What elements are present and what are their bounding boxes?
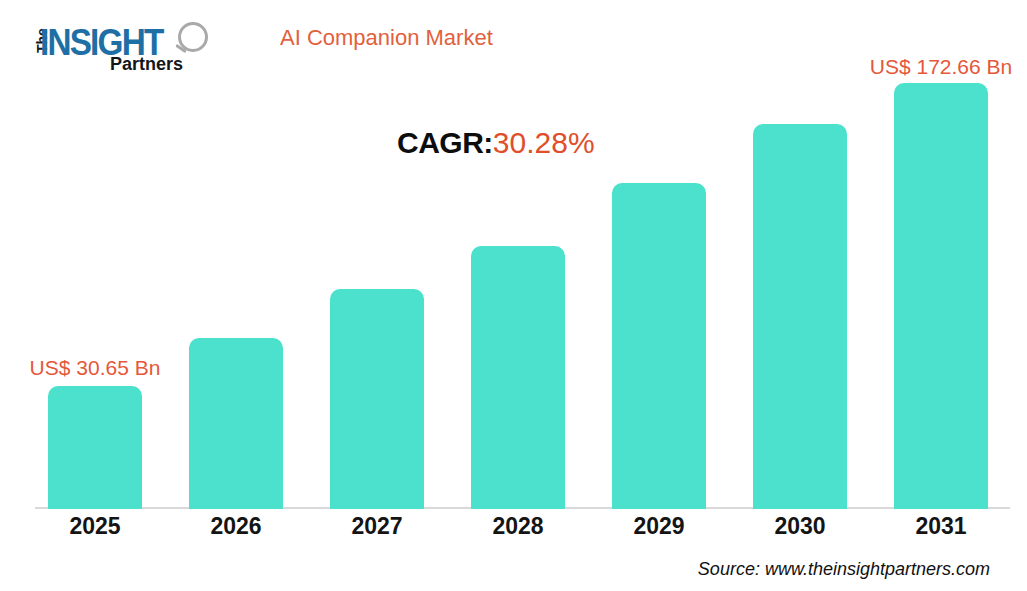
x-axis-label-2026: 2026 bbox=[166, 513, 306, 540]
bar-2026 bbox=[189, 338, 283, 509]
first-bar-value-label: US$ 30.65 Bn bbox=[0, 356, 190, 380]
insight-partners-logo: The INSIGHT Partners bbox=[18, 6, 203, 76]
x-axis-label-2029: 2029 bbox=[589, 513, 729, 540]
cagr-label: CAGR: bbox=[397, 126, 493, 159]
bar-2031 bbox=[894, 83, 988, 509]
bar-2030 bbox=[753, 124, 847, 509]
magnifier-icon bbox=[178, 22, 208, 52]
last-bar-value-label: US$ 172.66 Bn bbox=[846, 55, 1027, 79]
x-axis-label-2031: 2031 bbox=[871, 513, 1011, 540]
bar-2025 bbox=[48, 386, 142, 509]
bar-2028 bbox=[471, 246, 565, 509]
cagr-value: 30.28% bbox=[493, 126, 595, 159]
bar-2029 bbox=[612, 183, 706, 509]
x-axis-label-2025: 2025 bbox=[25, 513, 165, 540]
x-axis-label-2027: 2027 bbox=[307, 513, 447, 540]
logo-partners-text: Partners bbox=[110, 54, 183, 75]
x-axis-label-2030: 2030 bbox=[730, 513, 870, 540]
chart-canvas: The INSIGHT Partners AI Companion Market… bbox=[0, 0, 1027, 591]
cagr-annotation: CAGR:30.28% bbox=[397, 126, 595, 160]
source-text: Source: www.theinsightpartners.com bbox=[698, 559, 990, 580]
bar-2027 bbox=[330, 289, 424, 509]
page-title: AI Companion Market bbox=[280, 25, 493, 51]
x-axis-label-2028: 2028 bbox=[448, 513, 588, 540]
